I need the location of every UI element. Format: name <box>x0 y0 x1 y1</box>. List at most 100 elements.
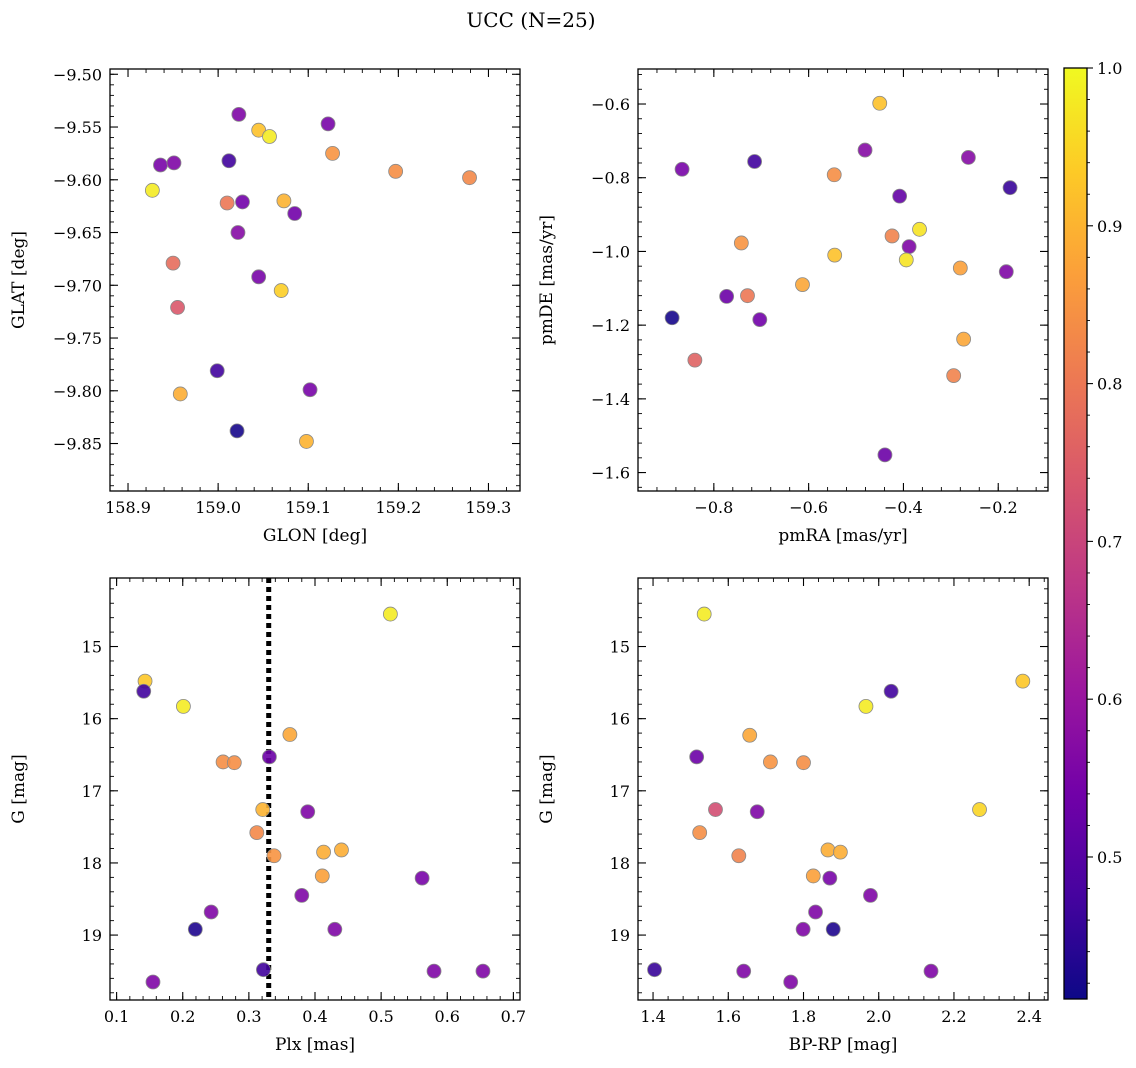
x-tick-label: −0.8 <box>694 498 733 517</box>
scatter-point <box>334 842 349 858</box>
scatter-point <box>144 182 160 198</box>
x-tick-label: 2.0 <box>866 1007 891 1026</box>
figure-title: UCC (N=25) <box>466 8 595 32</box>
scatter-point <box>898 252 914 268</box>
scatter-point <box>414 870 430 886</box>
scatter-point <box>742 727 758 743</box>
scatter-point <box>736 963 752 979</box>
scatter-point <box>170 300 185 315</box>
scatter-point <box>826 167 842 183</box>
scatter-point <box>327 921 343 937</box>
y-tick-label: 18 <box>610 854 630 873</box>
x-tick-label: 0.5 <box>368 1007 393 1026</box>
y-tick-label: 16 <box>82 710 102 729</box>
scatter-point <box>805 868 821 884</box>
y-tick-label: −9.80 <box>53 382 102 401</box>
scatter-point <box>708 802 723 817</box>
scatter-point <box>172 386 188 402</box>
x-tick-label: 2.4 <box>1016 1007 1041 1026</box>
scatter-point <box>294 888 310 903</box>
y-tick-label: 15 <box>610 638 630 657</box>
scatter-point <box>276 193 292 209</box>
y-tick-label: −0.6 <box>591 95 630 114</box>
scatter-point <box>998 264 1014 280</box>
scatter-point <box>287 206 303 221</box>
scatter-point <box>314 868 330 884</box>
scatter-point <box>872 95 888 111</box>
x-tick-label: 0.6 <box>435 1007 460 1026</box>
y-tick-label: −9.85 <box>53 435 102 454</box>
y-tick-label: −9.60 <box>53 171 102 190</box>
scatter-point <box>1015 673 1031 689</box>
scatter-point <box>696 606 712 622</box>
scatter-point <box>719 289 735 304</box>
scatter-point <box>820 842 836 858</box>
y-tick-label: −1.2 <box>591 316 630 335</box>
x-tick-label: 1.6 <box>716 1007 741 1026</box>
scatter-point <box>740 288 755 304</box>
scatter-point <box>282 727 298 742</box>
scatter-point <box>176 699 191 714</box>
scatter-point <box>825 921 841 937</box>
x-axis-label: BP-RP [mag] <box>789 1035 898 1055</box>
scatter-point <box>863 888 878 903</box>
scatter-point <box>912 221 927 237</box>
scatter-point <box>382 606 398 622</box>
colorbar-tick-label: 1.0 <box>1097 59 1122 78</box>
scatter-point <box>302 382 318 398</box>
scatter-point <box>972 802 987 817</box>
colorbar-tick-label: 0.7 <box>1097 532 1122 551</box>
scatter-point <box>664 310 680 326</box>
y-tick-label: −9.55 <box>53 118 102 137</box>
scatter-point <box>209 363 225 379</box>
y-tick-label: −1.6 <box>591 464 630 483</box>
scatter-point <box>763 754 778 770</box>
scatter-point <box>884 228 900 244</box>
scatter-point <box>388 163 404 179</box>
y-tick-label: −0.8 <box>591 169 630 188</box>
scatter-point <box>226 755 242 771</box>
colorbar-tick-label: 0.8 <box>1097 375 1122 394</box>
x-tick-label: −0.4 <box>884 498 923 517</box>
scatter-point <box>300 804 316 820</box>
scatter-point <box>299 434 314 449</box>
y-tick-label: 16 <box>610 710 630 729</box>
x-tick-label: 159.1 <box>285 498 331 517</box>
axes-frame <box>637 68 1049 492</box>
y-tick-label: 18 <box>82 854 102 873</box>
scatter-point <box>261 749 277 765</box>
scatter-point <box>822 870 838 886</box>
y-tick-label: 15 <box>82 638 102 657</box>
scatter-point <box>692 825 708 841</box>
scatter-point <box>251 269 267 285</box>
colorbar-tick-label: 0.9 <box>1097 217 1122 236</box>
scatter-point <box>795 921 811 937</box>
scatter-point <box>647 962 662 978</box>
colorbar-gradient <box>1063 67 1088 1000</box>
scatter-point <box>883 683 899 699</box>
x-tick-label: 0.2 <box>170 1007 195 1026</box>
scatter-point <box>219 195 235 211</box>
scatter-point <box>255 802 271 817</box>
scatter-point <box>783 974 799 990</box>
scatter-point <box>689 749 705 765</box>
scatter-point <box>230 225 246 240</box>
axes-frame <box>109 68 521 492</box>
x-axis-label: Plx [mas] <box>275 1035 355 1055</box>
x-tick-label: 158.9 <box>105 498 151 517</box>
scatter-point <box>153 157 168 173</box>
y-tick-label: −1.4 <box>591 390 630 409</box>
x-tick-label: 159.2 <box>375 498 421 517</box>
y-tick-label: 19 <box>610 926 630 945</box>
y-tick-label: 17 <box>610 782 630 801</box>
scatter-point <box>687 352 703 368</box>
scatter-point <box>325 145 340 161</box>
scatter-point <box>960 150 976 165</box>
colorbar-tick-label: 0.5 <box>1097 848 1122 867</box>
y-tick-label: −9.50 <box>53 65 102 84</box>
panel-4: 1.4 1.6 1.8 2.0 2.2 2.4 15 16 17 18 19 BP-RP [mag] G… <box>537 577 1049 1055</box>
scatter-point <box>136 683 152 699</box>
scatter-point <box>857 142 873 158</box>
y-tick-label: 19 <box>82 926 102 945</box>
